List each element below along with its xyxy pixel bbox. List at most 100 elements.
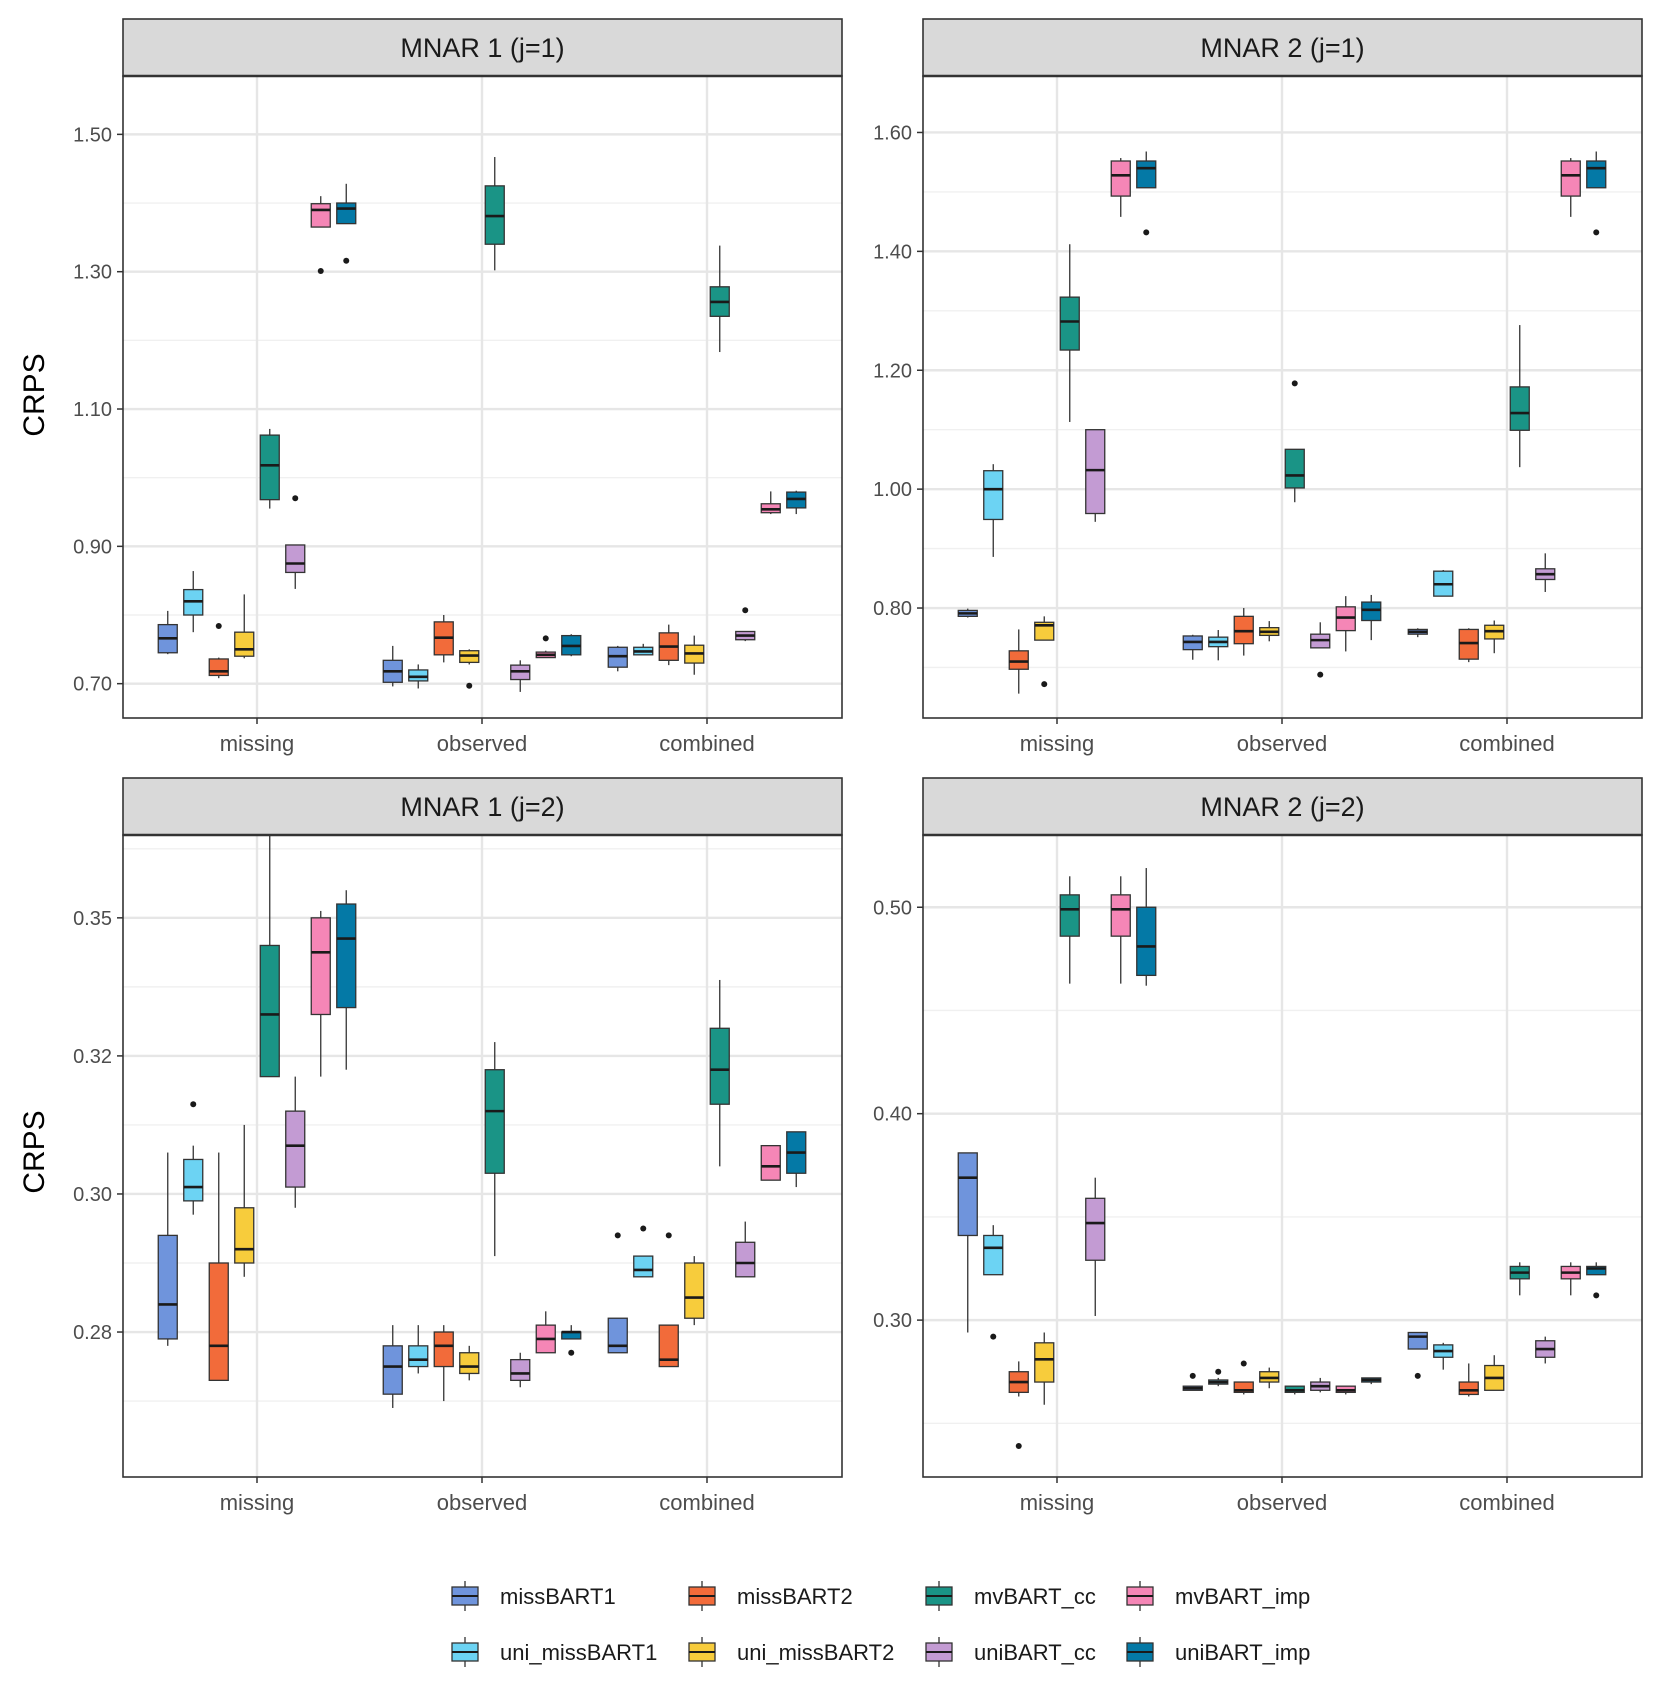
legend-label: uni_missBART1: [500, 1640, 657, 1665]
box-uni_missBART1-observed: [408, 1325, 429, 1374]
x-tick-label-observed: observed: [1237, 1490, 1328, 1515]
outlier-point: [1593, 229, 1600, 236]
box-mvBART_imp-missing: [1110, 876, 1131, 984]
box-uni_missBART1-observed: [408, 664, 429, 689]
box-mvBART_cc-observed: [484, 157, 505, 271]
box-iqr: [408, 1345, 429, 1368]
box-iqr: [259, 434, 280, 501]
outlier-point: [742, 607, 749, 614]
box-uni_missBART1-missing: [983, 1225, 1004, 1340]
box-mvBART_imp-combined: [1560, 158, 1581, 217]
outlier-point: [466, 682, 473, 689]
box-iqr: [484, 1069, 505, 1174]
outlier-point: [292, 495, 299, 502]
y-tick-label: 0.30: [73, 1184, 112, 1206]
legend-label: uni_missBART2: [737, 1640, 894, 1665]
box-missBART2-missing: [208, 622, 229, 679]
box-iqr: [1458, 1381, 1479, 1396]
box-iqr: [234, 631, 255, 657]
x-tick-label-missing: missing: [1020, 731, 1095, 756]
box-uni_missBART1-missing: [983, 464, 1004, 557]
box-mvBART_cc-combined: [709, 979, 730, 1167]
box-iqr: [183, 1158, 204, 1202]
x-tick-label-combined: combined: [659, 731, 754, 756]
box-iqr: [1008, 650, 1029, 670]
y-tick-label: 1.30: [73, 262, 112, 284]
box-missBART2-missing: [1008, 1361, 1029, 1450]
y-tick-label: 1.10: [73, 399, 112, 421]
box-missBART2-observed: [1233, 608, 1254, 656]
outlier-point: [568, 1349, 575, 1356]
y-tick-label: 1.50: [73, 124, 112, 146]
x-tick-label-combined: combined: [659, 1490, 754, 1515]
box-uni_missBART2-observed: [1259, 621, 1280, 642]
box-iqr: [285, 1110, 306, 1188]
box-uniBART_imp-missing: [336, 183, 357, 264]
legend-item-mvBART_imp: mvBART_imp: [1126, 1581, 1310, 1611]
box-missBART1-combined: [1407, 1331, 1428, 1379]
legend-item-uni_missBART2: uni_missBART2: [688, 1637, 894, 1667]
box-uniBART_cc-observed: [510, 1352, 531, 1388]
box-iqr: [336, 903, 357, 1009]
box-iqr: [1586, 160, 1607, 189]
outlier-point: [1015, 1443, 1022, 1450]
box-iqr: [208, 658, 229, 677]
box-iqr: [382, 1345, 403, 1395]
outlier-point: [190, 1101, 197, 1108]
box-uni_missBART2-observed: [1259, 1367, 1280, 1389]
box-iqr: [760, 1144, 781, 1181]
box-mvBART_imp-combined: [760, 1144, 781, 1181]
outlier-point: [1240, 1360, 1247, 1367]
legend-label: uniBART_imp: [1175, 1640, 1310, 1665]
box-iqr: [310, 917, 331, 1016]
panel-4: 0.30 0.40 0.50 missing observed combined MNAR …: [873, 777, 1643, 1515]
box-uniBART_imp-observed: [561, 1325, 582, 1356]
box-missBART1-combined: [607, 1232, 628, 1354]
box-uni_missBART1-observed: [1208, 1368, 1229, 1387]
box-iqr: [658, 1324, 679, 1368]
box-mvBART_imp-combined: [760, 491, 781, 515]
box-iqr: [1085, 429, 1106, 515]
box-iqr: [408, 669, 429, 682]
box-uniBART_cc-combined: [735, 607, 756, 642]
box-missBART2-combined: [1458, 628, 1479, 663]
facet-strip: [922, 777, 1643, 836]
box-missBART1-observed: [382, 645, 403, 687]
box-mvBART_cc-observed: [1284, 1385, 1305, 1395]
y-tick-label: 0.35: [73, 908, 112, 930]
box-iqr: [510, 1358, 531, 1382]
legend-label: missBART2: [737, 1584, 853, 1609]
box-iqr: [1586, 1265, 1607, 1276]
box-iqr: [957, 1152, 978, 1237]
box-uniBART_cc-missing: [1085, 429, 1106, 522]
x-tick-label-observed: observed: [437, 1490, 528, 1515]
y-tick-label: 0.30: [873, 1310, 912, 1332]
legend-label: mvBART_imp: [1175, 1584, 1310, 1609]
box-mvBART_imp-missing: [310, 196, 331, 275]
box-missBART1-observed: [1182, 634, 1203, 660]
box-iqr: [1110, 160, 1131, 197]
box-mvBART_imp-observed: [1335, 1385, 1356, 1395]
box-uni_missBART2-missing: [234, 1124, 255, 1277]
box-iqr: [1085, 1197, 1106, 1261]
y-tick-label: 0.80: [873, 598, 912, 620]
outlier-point: [614, 1232, 621, 1239]
outlier-point: [1143, 229, 1150, 236]
box-mvBART_cc-missing: [1059, 876, 1080, 984]
box-mvBART_imp-combined: [1560, 1262, 1581, 1296]
box-iqr: [1284, 448, 1305, 489]
box-iqr: [234, 1207, 255, 1264]
y-tick-label: 1.00: [873, 479, 912, 501]
box-uni_missBART2-combined: [684, 1256, 705, 1326]
box-missBART2-missing: [1008, 629, 1029, 694]
box-iqr: [259, 944, 280, 1078]
box-uniBART_imp-combined: [1586, 1262, 1607, 1299]
box-missBART1-missing: [957, 1152, 978, 1333]
outlier-point: [1189, 1372, 1196, 1379]
outlier-point: [1593, 1292, 1600, 1299]
box-uni_missBART1-observed: [1208, 630, 1229, 661]
box-missBART1-combined: [607, 645, 628, 672]
box-mvBART_cc-missing: [1059, 244, 1080, 422]
box-uni_missBART1-combined: [1433, 1342, 1454, 1370]
